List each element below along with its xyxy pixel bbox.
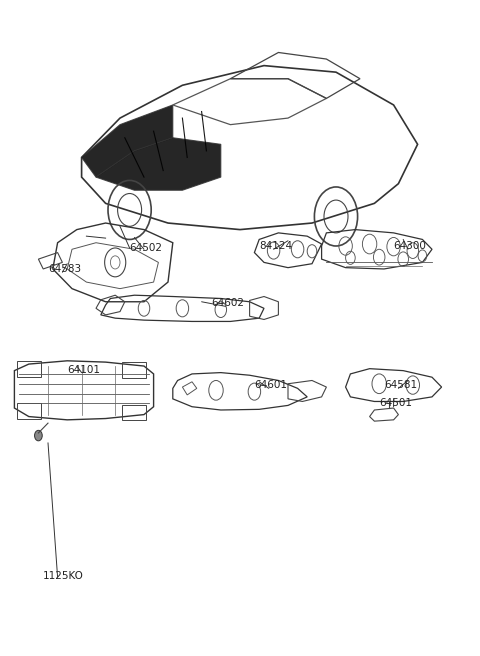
Bar <box>17 361 41 377</box>
Text: 64581: 64581 <box>384 380 417 390</box>
Text: 64101: 64101 <box>67 365 100 375</box>
Bar <box>122 362 146 378</box>
Polygon shape <box>96 138 221 190</box>
Text: 64501: 64501 <box>379 398 412 408</box>
Polygon shape <box>82 105 173 177</box>
Text: 64601: 64601 <box>254 380 288 390</box>
Circle shape <box>35 430 42 441</box>
Text: 84124: 84124 <box>259 241 292 251</box>
Bar <box>122 405 146 420</box>
Text: 64583: 64583 <box>48 264 81 274</box>
Text: 1125KO: 1125KO <box>43 571 84 581</box>
Text: 64602: 64602 <box>211 298 244 308</box>
Bar <box>17 403 41 419</box>
Text: 64300: 64300 <box>394 241 426 251</box>
Text: 64502: 64502 <box>130 243 163 253</box>
